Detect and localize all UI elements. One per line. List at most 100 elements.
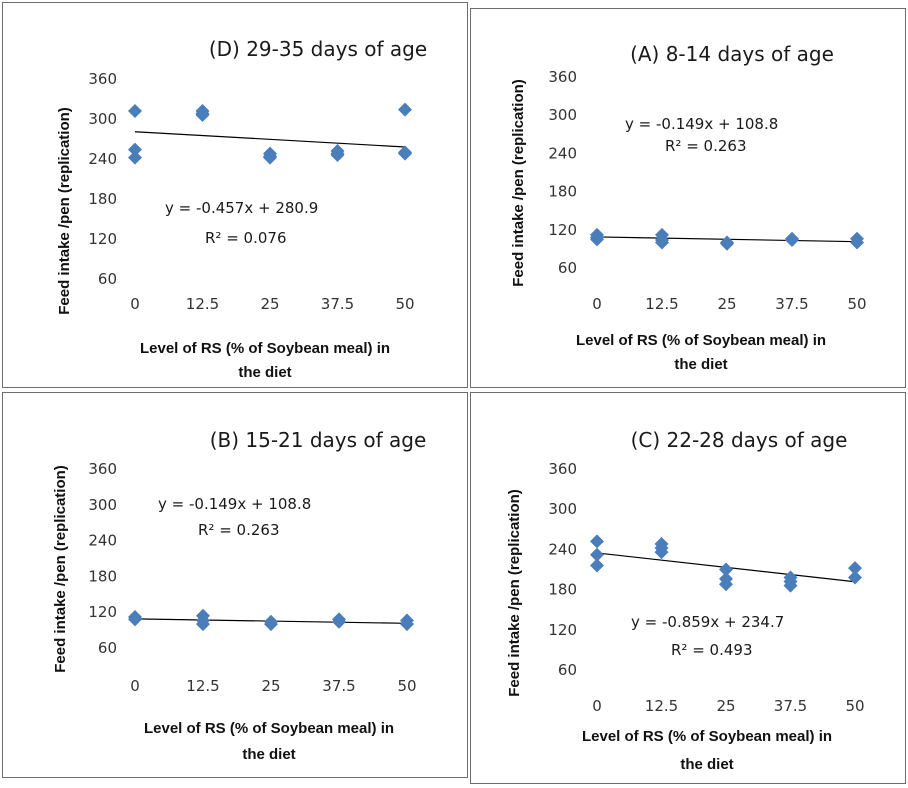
regression-equation: y = -0.859x + 234.7 bbox=[631, 613, 784, 631]
y-tick-label: 300 bbox=[88, 496, 117, 514]
data-point bbox=[398, 146, 412, 161]
data-point bbox=[590, 534, 604, 549]
chart-svg: (D) 29-35 days of age 60 120 180 240 300 360 0 1… bbox=[56, 37, 427, 381]
y-axis-label: Feed intake /pen (replication) bbox=[52, 465, 69, 673]
data-point bbox=[128, 104, 142, 118]
data-point bbox=[195, 108, 210, 122]
y-tick-label: 360 bbox=[548, 68, 577, 86]
x-tick-label: 50 bbox=[845, 697, 864, 715]
x-axis-label-line2: the diet bbox=[238, 364, 291, 381]
data-point bbox=[330, 148, 345, 162]
y-axis-label: Feed intake /pen (replication) bbox=[56, 107, 73, 315]
x-axis-label-line2: the diet bbox=[242, 746, 295, 763]
y-tick-label: 180 bbox=[88, 567, 117, 585]
x-axis-label: Level of RS (% of Soybean meal) in bbox=[140, 340, 390, 357]
data-point bbox=[848, 561, 862, 576]
data-point bbox=[398, 102, 412, 117]
regression-equation: y = -0.149x + 108.8 bbox=[158, 495, 311, 513]
r-squared: R² = 0.263 bbox=[665, 137, 746, 155]
data-point bbox=[400, 617, 414, 632]
x-tick-label: 50 bbox=[395, 295, 414, 313]
regression-equation: y = -0.457x + 280.9 bbox=[165, 199, 318, 217]
data-point bbox=[263, 150, 277, 165]
y-axis-label: Feed intake /pen (replication) bbox=[510, 79, 527, 287]
r-squared: R² = 0.076 bbox=[205, 229, 286, 247]
chart-panel-b: (B) 15-21 days of age 60 120 180 240 300 360 0 1… bbox=[2, 392, 468, 778]
y-tick-label: 120 bbox=[88, 230, 117, 248]
x-tick-label: 0 bbox=[592, 697, 602, 715]
y-tick-label: 300 bbox=[88, 110, 117, 128]
y-tick-label: 240 bbox=[548, 540, 577, 558]
data-point bbox=[655, 235, 669, 250]
data-point bbox=[128, 150, 142, 165]
data-point bbox=[783, 578, 798, 593]
x-axis-label-line2: the diet bbox=[680, 756, 733, 773]
data-point bbox=[654, 545, 669, 560]
x-tick-label: 0 bbox=[130, 677, 140, 695]
data-point bbox=[590, 558, 604, 573]
x-tick-label: 50 bbox=[847, 295, 866, 313]
data-point bbox=[848, 570, 862, 585]
chart-svg: (B) 15-21 days of age 60 120 180 240 300 360 0 1… bbox=[52, 428, 426, 763]
y-tick-label: 240 bbox=[88, 532, 117, 550]
chart-panel-c: (C) 22-28 days of age 60 120 180 240 300 360 0 1… bbox=[470, 392, 906, 784]
chart-title: (C) 22-28 days of age bbox=[631, 428, 848, 452]
x-tick-label: 37.5 bbox=[321, 295, 354, 313]
r-squared: R² = 0.263 bbox=[198, 521, 279, 539]
data-point bbox=[590, 232, 604, 247]
y-tick-label: 60 bbox=[558, 661, 577, 679]
y-tick-label: 120 bbox=[548, 221, 577, 239]
y-tick-label: 60 bbox=[98, 639, 117, 657]
data-point bbox=[590, 547, 604, 562]
data-point bbox=[720, 236, 734, 251]
x-axis-label: Level of RS (% of Soybean meal) in bbox=[582, 728, 832, 745]
y-tick-label: 120 bbox=[88, 603, 117, 621]
x-tick-label: 12.5 bbox=[186, 677, 219, 695]
chart-title: (A) 8-14 days of age bbox=[630, 42, 834, 66]
y-axis-label: Feed intake /pen (replication) bbox=[506, 489, 523, 697]
x-tick-label: 12.5 bbox=[645, 295, 678, 313]
y-tick-label: 60 bbox=[558, 259, 577, 277]
x-tick-label: 12.5 bbox=[186, 295, 219, 313]
data-point bbox=[264, 617, 278, 632]
y-tick-label: 360 bbox=[88, 460, 117, 478]
x-tick-label: 25 bbox=[260, 295, 279, 313]
x-tick-label: 50 bbox=[397, 677, 416, 695]
y-tick-label: 300 bbox=[548, 500, 577, 518]
y-tick-label: 180 bbox=[548, 581, 577, 599]
x-tick-label: 0 bbox=[130, 295, 140, 313]
x-tick-label: 25 bbox=[717, 295, 736, 313]
x-tick-label: 37.5 bbox=[322, 677, 355, 695]
y-tick-label: 360 bbox=[548, 460, 577, 478]
y-tick-label: 240 bbox=[88, 150, 117, 168]
x-tick-label: 37.5 bbox=[775, 295, 808, 313]
x-axis-label-line2: the diet bbox=[674, 356, 727, 373]
x-tick-label: 0 bbox=[592, 295, 602, 313]
y-tick-label: 240 bbox=[548, 144, 577, 162]
y-tick-label: 300 bbox=[548, 106, 577, 124]
r-squared: R² = 0.493 bbox=[671, 641, 752, 659]
y-tick-label: 60 bbox=[98, 270, 117, 288]
data-point bbox=[785, 232, 799, 247]
y-tick-label: 180 bbox=[548, 183, 577, 201]
y-tick-label: 360 bbox=[88, 70, 117, 88]
x-tick-label: 37.5 bbox=[774, 697, 807, 715]
chart-title: (D) 29-35 days of age bbox=[209, 37, 427, 61]
data-point bbox=[719, 562, 733, 577]
x-axis-label: Level of RS (% of Soybean meal) in bbox=[576, 332, 826, 349]
data-point bbox=[196, 617, 210, 632]
data-point bbox=[128, 612, 142, 627]
trendline bbox=[134, 131, 406, 148]
regression-equation: y = -0.149x + 108.8 bbox=[625, 115, 778, 133]
data-point bbox=[719, 577, 733, 592]
data-point bbox=[332, 614, 346, 629]
x-axis-label: Level of RS (% of Soybean meal) in bbox=[144, 720, 394, 737]
chart-panel-a: (A) 8-14 days of age 60 120 180 240 300 360 0 12… bbox=[470, 8, 906, 388]
x-tick-label: 25 bbox=[716, 697, 735, 715]
x-tick-label: 12.5 bbox=[645, 697, 678, 715]
y-tick-label: 120 bbox=[548, 621, 577, 639]
data-point bbox=[128, 142, 142, 157]
chart-svg: (A) 8-14 days of age 60 120 180 240 300 360 0 12… bbox=[510, 42, 867, 373]
chart-svg: (C) 22-28 days of age 60 120 180 240 300 360 0 1… bbox=[506, 428, 865, 773]
chart-panel-d: (D) 29-35 days of age 60 120 180 240 300 360 0 1… bbox=[2, 2, 468, 388]
